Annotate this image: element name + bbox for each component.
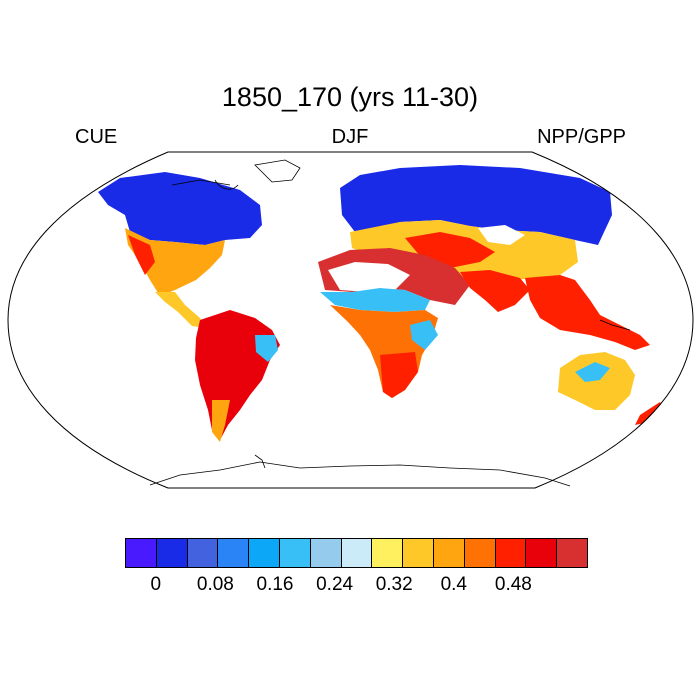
- units-label: NPP/GPP: [537, 126, 626, 148]
- colorbar-swatch: [525, 538, 558, 568]
- colorbar-tick-label: 0.32: [375, 574, 413, 595]
- colorbar-tick-label: 0.4: [440, 574, 468, 595]
- colorbar-swatch: [186, 538, 219, 568]
- colorbar-tick-label: 0: [150, 574, 162, 595]
- colorbar-tick-label: 0.48: [494, 574, 532, 595]
- colorbar-tick-label: 0.24: [316, 574, 354, 595]
- colorbar-swatch: [125, 538, 157, 568]
- colorbar-tick-label: 0.16: [256, 574, 294, 595]
- map-title: 1850_170 (yrs 11-30): [221, 82, 479, 112]
- coastlines: [149, 159, 631, 487]
- region-southern-africa: [380, 352, 418, 398]
- region-australia: [558, 352, 635, 410]
- region-sahel: [320, 288, 430, 312]
- season-label: DJF: [331, 126, 369, 148]
- colorbar-swatch: [340, 538, 373, 568]
- colorbar-swatch: [463, 538, 496, 568]
- colorbar-swatch: [402, 538, 434, 568]
- data-field: [98, 165, 665, 442]
- region-southeast-asia: [525, 275, 650, 350]
- colorbar-tick-label: 0.08: [196, 574, 234, 595]
- colorbar: [125, 538, 588, 568]
- map-border: [7, 151, 694, 489]
- region-new-zealand: [635, 402, 665, 425]
- colorbar-swatch: [155, 538, 188, 568]
- colorbar-swatch: [217, 538, 250, 568]
- region-sahara-desert: [328, 262, 410, 292]
- variable-label: CUE: [75, 126, 118, 148]
- colorbar-swatch: [278, 538, 311, 568]
- colorbar-swatch: [494, 538, 527, 568]
- region-south-america-east: [255, 335, 278, 362]
- region-central-america: [155, 292, 205, 328]
- region-north-america-west: [128, 235, 155, 275]
- region-south-asia: [460, 270, 530, 312]
- region-south-america-south: [212, 400, 230, 442]
- colorbar-swatch: [432, 538, 465, 568]
- region-north-america-north: [98, 172, 262, 245]
- region-south-america: [195, 310, 280, 440]
- colorbar-swatch: [248, 538, 280, 568]
- region-east-africa: [410, 320, 438, 350]
- region-asia-interior-white: [478, 225, 525, 245]
- region-eurasia-north: [340, 165, 612, 245]
- colorbar-swatch: [556, 538, 588, 568]
- colorbar-swatch: [309, 538, 342, 568]
- region-australia-interior: [575, 362, 610, 382]
- colorbar-swatch: [371, 538, 404, 568]
- colorbar-ticks: 0 0.08 0.16 0.24 0.32 0.4 0.48: [0, 574, 700, 598]
